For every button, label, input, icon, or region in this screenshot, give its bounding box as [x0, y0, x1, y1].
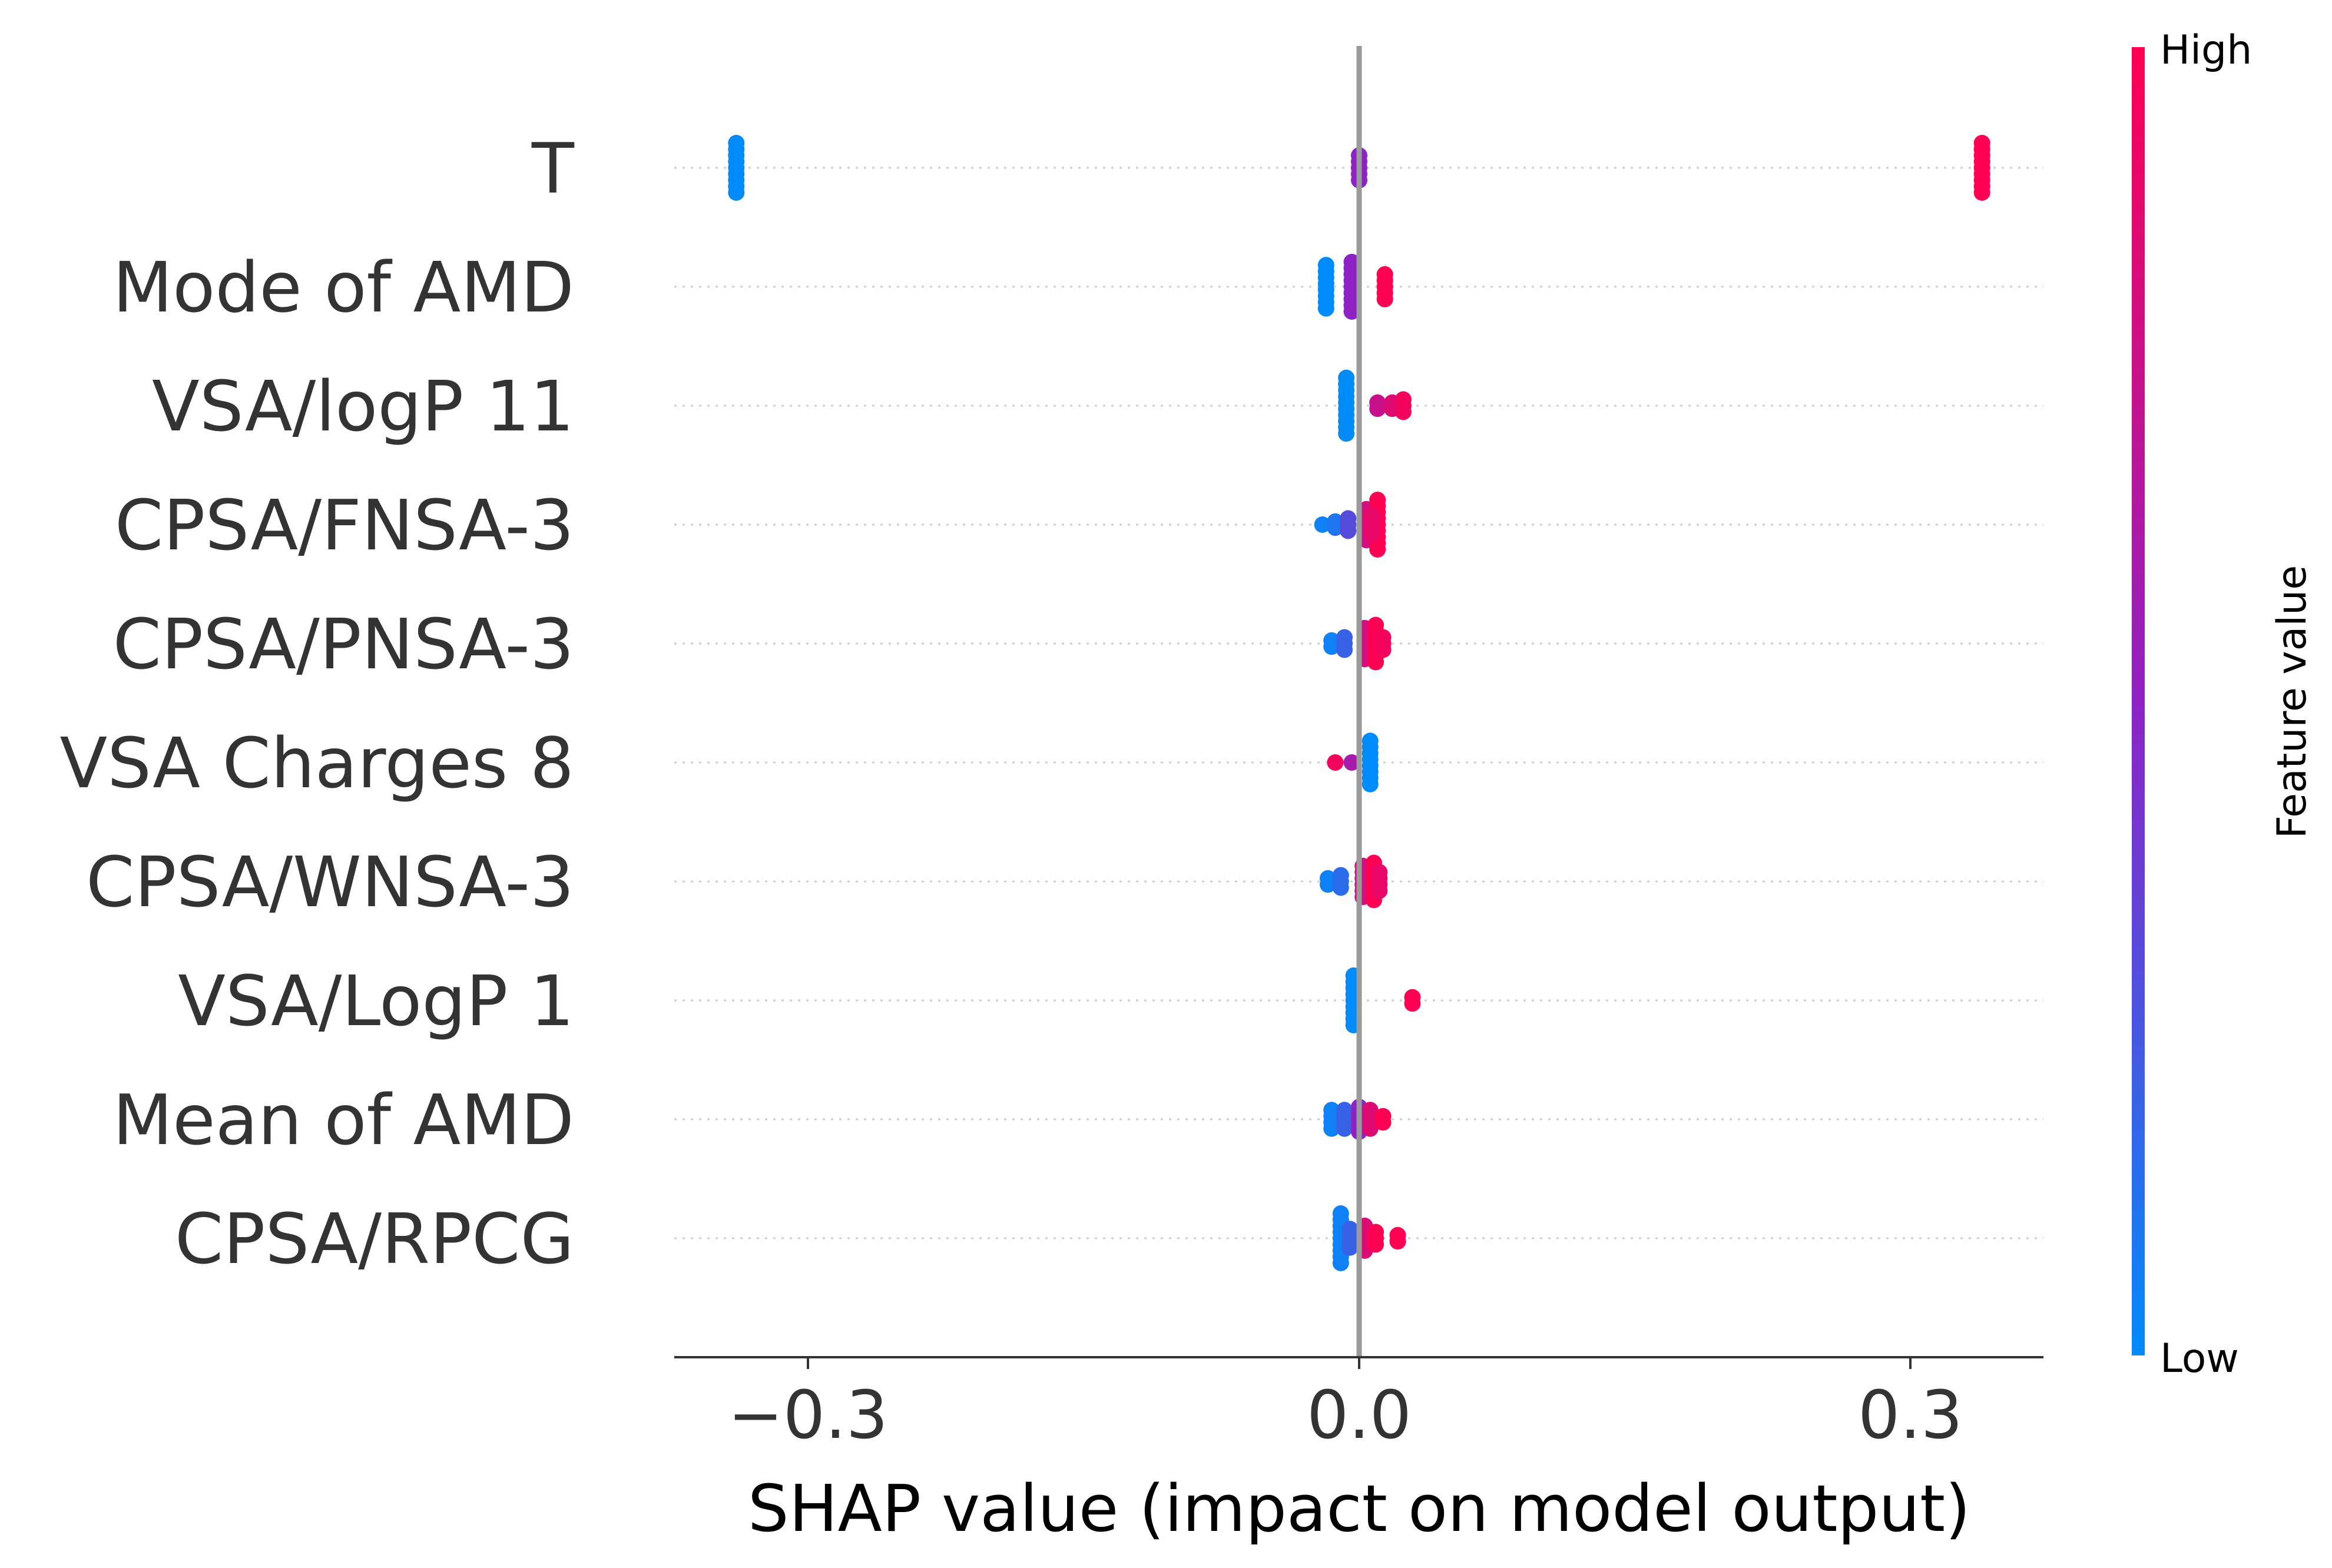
- feature-label: CPSA/FNSA-3: [115, 485, 574, 566]
- shap-point: [1371, 882, 1388, 899]
- shap-point: [1338, 425, 1355, 442]
- x-tick-label: 0.3: [1858, 1377, 1963, 1454]
- colorbar-high-label: High: [2160, 27, 2252, 74]
- feature-label: CPSA/PNSA-3: [113, 604, 574, 685]
- shap-point: [728, 184, 745, 201]
- shap-point: [1374, 1114, 1392, 1131]
- feature-label: VSA Charges 8: [59, 722, 574, 804]
- colorbar-low-label: Low: [2160, 1335, 2239, 1382]
- shap-point: [1369, 400, 1386, 417]
- shap-point: [1341, 1239, 1359, 1256]
- shap-point: [1327, 754, 1344, 771]
- shap-point: [1369, 541, 1386, 558]
- shap-point: [1332, 1255, 1349, 1271]
- shap-point: [1394, 403, 1412, 420]
- feature-label: VSA/logP 11: [152, 366, 574, 447]
- feature-label: CPSA/RPCG: [175, 1198, 574, 1279]
- feature-label: T: [531, 128, 575, 209]
- x-axis-title: SHAP value (impact on model output): [748, 1471, 1970, 1546]
- shap-point: [1376, 291, 1393, 307]
- shap-point: [1323, 1120, 1340, 1137]
- shap-point: [1367, 1236, 1384, 1253]
- shap-point: [1389, 1233, 1406, 1250]
- shap-point: [1323, 638, 1340, 655]
- shap-point: [1317, 300, 1334, 317]
- shap-point: [1343, 303, 1360, 320]
- x-ticks: −0.3 0.0 0.3: [728, 1357, 1963, 1454]
- shap-point: [1363, 525, 1380, 542]
- shap-point: [1332, 879, 1349, 896]
- colorbar-title: Feature value: [2269, 565, 2316, 838]
- shap-point: [1336, 1120, 1353, 1137]
- feature-label: Mean of AMD: [112, 1079, 574, 1161]
- x-tick-label: 0.0: [1307, 1377, 1412, 1454]
- shap-point: [1362, 775, 1379, 793]
- feature-label: Mode of AMD: [112, 247, 574, 328]
- feature-labels: T Mode of AMD VSA/logP 11 CPSA/FNSA-3 CPSA/P…: [59, 128, 574, 1279]
- colorbar: [2132, 47, 2145, 1355]
- shap-point: [1973, 184, 1990, 201]
- shap-point: [1336, 641, 1353, 658]
- shap-point: [1367, 654, 1384, 671]
- shap-point: [1374, 641, 1392, 658]
- feature-label: CPSA/WNSA-3: [86, 841, 574, 923]
- shap-points: [728, 135, 1990, 1271]
- shap-point: [1343, 754, 1360, 771]
- shap-point: [1362, 1120, 1379, 1137]
- shap-point: [1340, 522, 1357, 539]
- shap-point: [1314, 516, 1331, 533]
- shap-point: [1319, 876, 1336, 893]
- shap-point: [1327, 519, 1344, 536]
- x-tick-label: −0.3: [728, 1377, 888, 1454]
- shap-point: [1404, 995, 1421, 1012]
- feature-label: VSA/LogP 1: [178, 960, 574, 1042]
